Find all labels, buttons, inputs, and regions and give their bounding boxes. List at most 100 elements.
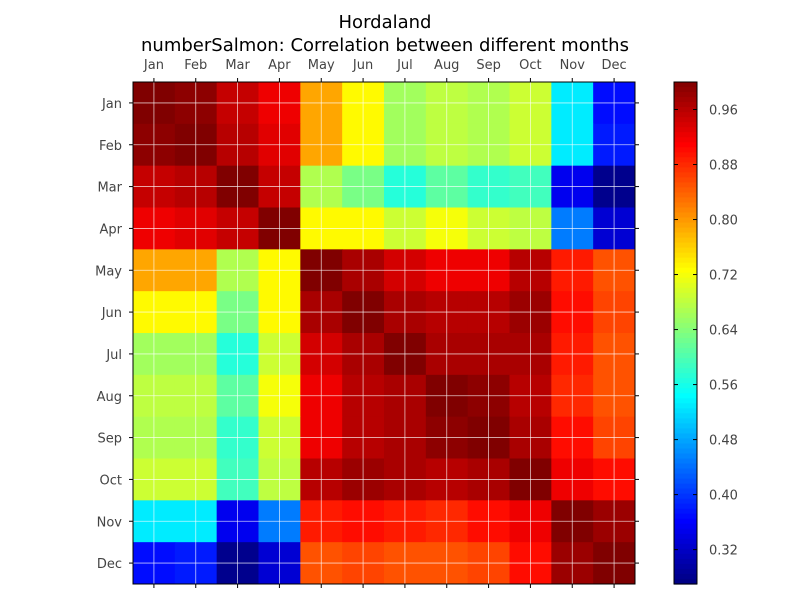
colorbar-segment	[674, 353, 697, 359]
colorbar-segment	[674, 132, 697, 138]
colorbar-segment	[674, 504, 697, 510]
colorbar-segment	[674, 152, 697, 158]
colorbar-segment	[674, 223, 697, 229]
colorbar-segment	[674, 273, 697, 279]
colorbar-segment	[674, 263, 697, 269]
colorbar-tick-label: 0.32	[709, 544, 738, 559]
colorbar-segment	[674, 398, 697, 404]
colorbar-segment	[674, 433, 697, 439]
colorbar-segment	[674, 383, 697, 389]
colorbar-segment	[674, 564, 697, 570]
colorbar-segment	[674, 378, 697, 384]
colorbar-segment	[674, 489, 697, 495]
x-tick-label: Sep	[476, 58, 501, 73]
colorbar-segment	[674, 373, 697, 379]
colorbar-segment	[674, 208, 697, 214]
colorbar-segment	[674, 559, 697, 565]
colorbar-segment	[674, 253, 697, 259]
colorbar-segment	[674, 142, 697, 148]
colorbar-segment	[674, 283, 697, 289]
colorbar-segment	[674, 418, 697, 424]
y-tick-label: Sep	[97, 432, 122, 447]
colorbar-segment	[674, 182, 697, 188]
colorbar-segment	[674, 147, 697, 153]
colorbar-segment	[674, 303, 697, 309]
colorbar-segment	[674, 479, 697, 485]
colorbar-segment	[674, 258, 697, 264]
colorbar-segment	[674, 117, 697, 123]
colorbar-segment	[674, 197, 697, 203]
colorbar-segment	[674, 459, 697, 465]
colorbar-segment	[674, 333, 697, 339]
y-tick-labels: Jan Feb Mar Apr May Jun Jul Aug Sep Oct Nov Dec	[95, 97, 123, 572]
colorbar-segment	[674, 228, 697, 234]
colorbar-segment	[674, 187, 697, 193]
y-tick-label: Apr	[100, 222, 123, 237]
colorbar-segment	[674, 358, 697, 364]
y-tick-label: Jun	[101, 306, 122, 321]
colorbar-segment	[674, 278, 697, 284]
colorbar	[674, 82, 697, 585]
x-tick-label: May	[308, 58, 335, 73]
colorbar-tick-label: 0.64	[709, 324, 738, 339]
colorbar-segment	[674, 534, 697, 540]
heatmap-cells	[133, 82, 636, 585]
colorbar-segment	[674, 233, 697, 239]
x-tick-label: Feb	[184, 58, 207, 73]
x-tick-label: Mar	[225, 58, 250, 73]
colorbar-segment	[674, 338, 697, 344]
colorbar-segment	[674, 474, 697, 480]
colorbar-segment	[674, 218, 697, 224]
colorbar-segment	[674, 323, 697, 329]
colorbar-segment	[674, 428, 697, 434]
colorbar-segment	[674, 298, 697, 304]
colorbar-segment	[674, 539, 697, 545]
colorbar-segment	[674, 569, 697, 575]
colorbar-segment	[674, 484, 697, 490]
colorbar-segment	[674, 192, 697, 198]
x-tick-label: Oct	[519, 58, 541, 73]
colorbar-segment	[674, 554, 697, 560]
colorbar-segment	[674, 403, 697, 409]
colorbar-tick-label: 0.80	[709, 214, 738, 229]
y-tick-label: Aug	[97, 390, 122, 405]
colorbar-segment	[674, 87, 697, 93]
colorbar-segment	[674, 102, 697, 108]
colorbar-tick-label: 0.88	[709, 159, 738, 174]
colorbar-segment	[674, 469, 697, 475]
colorbar-segment	[674, 368, 697, 374]
x-tick-label: Jan	[143, 58, 164, 73]
colorbar-segment	[674, 213, 697, 219]
colorbar-segment	[674, 313, 697, 319]
y-tick-label: Jul	[105, 348, 122, 363]
colorbar-segment	[674, 544, 697, 550]
colorbar-segment	[674, 308, 697, 314]
y-tick-label: Mar	[97, 181, 122, 196]
y-tick-label: Nov	[97, 515, 123, 530]
colorbar-segment	[674, 82, 697, 88]
colorbar-segment	[674, 453, 697, 459]
colorbar-segment	[674, 574, 697, 580]
colorbar-segment	[674, 167, 697, 173]
colorbar-segment	[674, 318, 697, 324]
colorbar-segment	[674, 524, 697, 530]
colorbar-segment	[674, 238, 697, 244]
colorbar-segment	[674, 293, 697, 299]
colorbar-segment	[674, 413, 697, 419]
chart-subtitle: numberSalmon: Correlation between differ…	[141, 35, 629, 56]
colorbar-segment	[674, 162, 697, 168]
colorbar-segment	[674, 519, 697, 525]
colorbar-segment	[674, 248, 697, 254]
colorbar-tick-label: 0.40	[709, 489, 738, 504]
chart-title: Hordaland	[339, 12, 432, 33]
colorbar-tick-label: 0.96	[709, 104, 738, 119]
colorbar-segment	[674, 177, 697, 183]
colorbar-segment	[674, 243, 697, 249]
colorbar-segment	[674, 137, 697, 143]
colorbar-segment	[674, 112, 697, 118]
colorbar-segment	[674, 514, 697, 520]
y-tick-label: May	[95, 264, 122, 279]
colorbar-segment	[674, 348, 697, 354]
colorbar-segment	[674, 499, 697, 505]
colorbar-segment	[674, 343, 697, 349]
